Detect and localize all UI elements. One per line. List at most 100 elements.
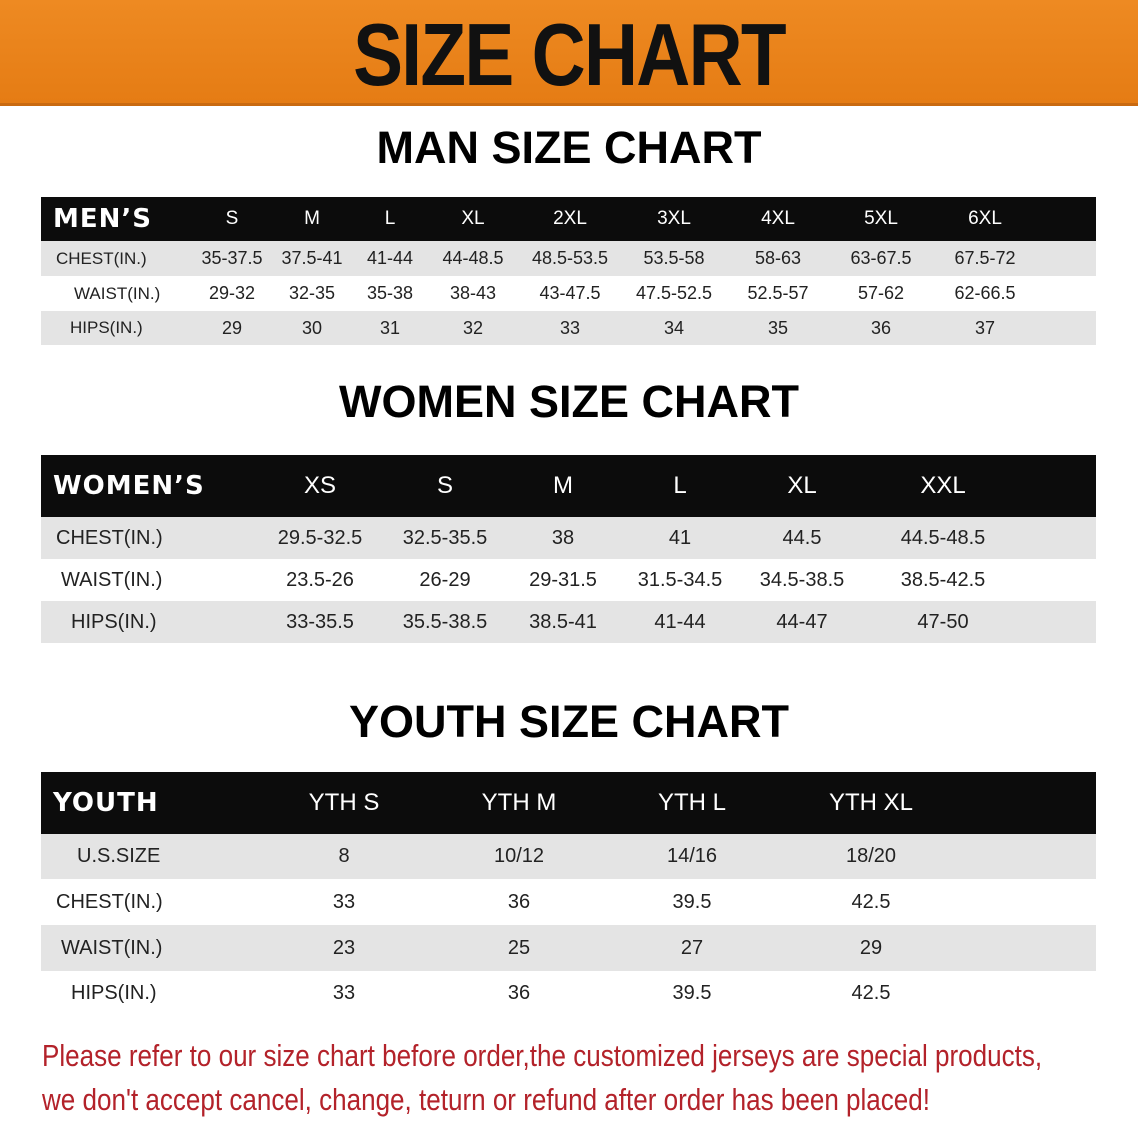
table-row: HIPS(IN.) 33 36 39.5 42.5 [41, 971, 1096, 1016]
measurement-value: 44-48.5 [442, 248, 504, 268]
measurement-value: 41-44 [366, 248, 414, 268]
size-column-header: YTH M [481, 789, 557, 816]
measurement-value: 41-44 [654, 610, 706, 633]
measurement-label: WAIST(IN.) [61, 936, 163, 959]
measurement-value: 44-47 [776, 610, 828, 633]
measurement-value: 42.5 [851, 890, 891, 913]
size-column-header: XS [303, 472, 337, 499]
measurement-label: U.S.SIZE [77, 845, 161, 867]
measurement-value: 29.5-32.5 [277, 526, 363, 549]
measurement-value: 44.5-48.5 [900, 526, 986, 549]
measurement-label: WAIST(IN.) [74, 283, 161, 303]
table-row: HIPS(IN.) 29 30 31 32 33 34 35 36 37 [41, 311, 1096, 345]
size-column-header: 6XL [968, 208, 1002, 229]
measurement-value: 23 [332, 936, 356, 959]
measurement-value: 37 [974, 317, 996, 338]
table-header-row: WOMEN’S XS S M L XL XXL [41, 455, 1096, 517]
size-column-header: 4XL [761, 208, 795, 229]
measurement-value: 18/20 [845, 845, 897, 867]
table-row: WAIST(IN.) 29-32 32-35 35-38 38-43 43-47.5 47.… [41, 276, 1096, 311]
measurement-value: 58-63 [754, 248, 802, 268]
measurement-value: 32.5-35.5 [402, 526, 488, 549]
measurement-label: CHEST(IN.) [56, 526, 163, 549]
measurement-value: 34 [663, 317, 685, 338]
size-column-header: YTH L [657, 789, 727, 816]
measurement-value: 14/16 [666, 845, 718, 867]
measurement-value: 48.5-53.5 [531, 248, 609, 268]
measurement-value: 38-43 [449, 283, 497, 303]
measurement-value: 52.5-57 [747, 283, 809, 303]
measurement-value: 26-29 [419, 568, 471, 591]
measurement-value: 67.5-72 [954, 248, 1016, 268]
measurement-label: HIPS(IN.) [71, 982, 157, 1004]
table-row: CHEST(IN.) 29.5-32.5 32.5-35.5 38 41 44.5 44.5… [41, 517, 1096, 559]
size-column-header: L [384, 208, 396, 229]
measurement-value: 33 [332, 982, 356, 1004]
measurement-label: HIPS(IN.) [71, 610, 157, 633]
measurement-value: 34.5-38.5 [759, 568, 845, 591]
measurement-value: 41 [668, 526, 692, 549]
table-row: HIPS(IN.) 33-35.5 35.5-38.5 38.5-41 41-44 44-… [41, 601, 1096, 643]
size-column-header: M [304, 208, 320, 229]
main-title: SIZE CHART [353, 5, 787, 104]
size-column-header: XL [461, 208, 485, 229]
measurement-value: 36 [507, 890, 531, 913]
measurement-value: 36 [870, 317, 892, 338]
measurement-value: 23.5-26 [286, 568, 354, 591]
table-category-label: WOMEN’S [53, 471, 205, 501]
measurement-value: 29 [221, 317, 243, 338]
table-row: WAIST(IN.) 23.5-26 26-29 29-31.5 31.5-34.5 34… [41, 559, 1096, 601]
measurement-value: 8 [338, 845, 350, 867]
measurement-value: 53.5-58 [643, 248, 705, 268]
notice-line-2: we don't accept cancel, change, teturn o… [42, 1082, 931, 1117]
measurement-value: 47.5-52.5 [635, 283, 713, 303]
notice-line-1: Please refer to our size chart before or… [42, 1038, 1043, 1073]
size-column-header: XL [787, 472, 817, 499]
size-column-header: M [553, 472, 573, 499]
measurement-label: HIPS(IN.) [70, 318, 143, 337]
size-column-header: L [673, 472, 687, 499]
table-row: CHEST(IN.) 35-37.5 37.5-41 41-44 44-48.5 48.5… [41, 241, 1096, 276]
measurement-label: CHEST(IN.) [56, 890, 163, 913]
size-column-header: 5XL [864, 208, 898, 229]
header-banner: SIZE CHART [0, 0, 1138, 106]
measurement-value: 35-37.5 [201, 248, 263, 268]
measurement-value: 39.5 [672, 982, 712, 1004]
measurement-value: 30 [301, 317, 323, 338]
measurement-value: 63-67.5 [850, 248, 912, 268]
table-header-row: MEN’S S M L XL 2XL 3XL 4XL 5XL 6XL [41, 197, 1096, 241]
size-column-header: YTH XL [828, 789, 914, 816]
measurement-value: 27 [680, 936, 704, 959]
measurement-value: 32 [462, 317, 484, 338]
measurement-value: 36 [507, 982, 531, 1004]
measurement-value: 57-62 [857, 283, 905, 303]
measurement-value: 38.5-42.5 [900, 568, 986, 591]
table-row: WAIST(IN.) 23 25 27 29 [41, 925, 1096, 971]
size-column-header: S [436, 472, 454, 499]
size-column-header: 2XL [553, 208, 587, 229]
measurement-value: 35-38 [366, 283, 414, 303]
measurement-value: 35.5-38.5 [402, 610, 488, 633]
size-column-header: XXL [920, 472, 966, 499]
measurement-value: 31 [379, 317, 401, 338]
measurement-value: 43-47.5 [539, 283, 601, 303]
measurement-label: CHEST(IN.) [56, 248, 147, 268]
measurement-value: 32-35 [288, 283, 336, 303]
size-column-header: YTH S [308, 789, 380, 816]
measurement-value: 38.5-41 [529, 610, 597, 633]
women-title: WOMEN SIZE CHART [339, 376, 799, 427]
table-row: CHEST(IN.) 33 36 39.5 42.5 [41, 879, 1096, 925]
table-header-row: YOUTH YTH S YTH M YTH L YTH XL [41, 772, 1096, 834]
men-title: MAN SIZE CHART [376, 122, 762, 173]
measurement-value: 10/12 [493, 845, 545, 867]
table-category-label: YOUTH [53, 788, 159, 818]
table-category-label: MEN’S [53, 204, 152, 234]
measurement-value: 29-31.5 [529, 568, 597, 591]
measurement-value: 33-35.5 [286, 610, 354, 633]
measurement-value: 38 [551, 526, 575, 549]
measurement-value: 37.5-41 [281, 248, 343, 268]
measurement-value: 47-50 [917, 610, 969, 633]
measurement-value: 39.5 [672, 890, 712, 913]
measurement-value: 25 [507, 936, 531, 959]
size-column-header: S [225, 208, 239, 229]
